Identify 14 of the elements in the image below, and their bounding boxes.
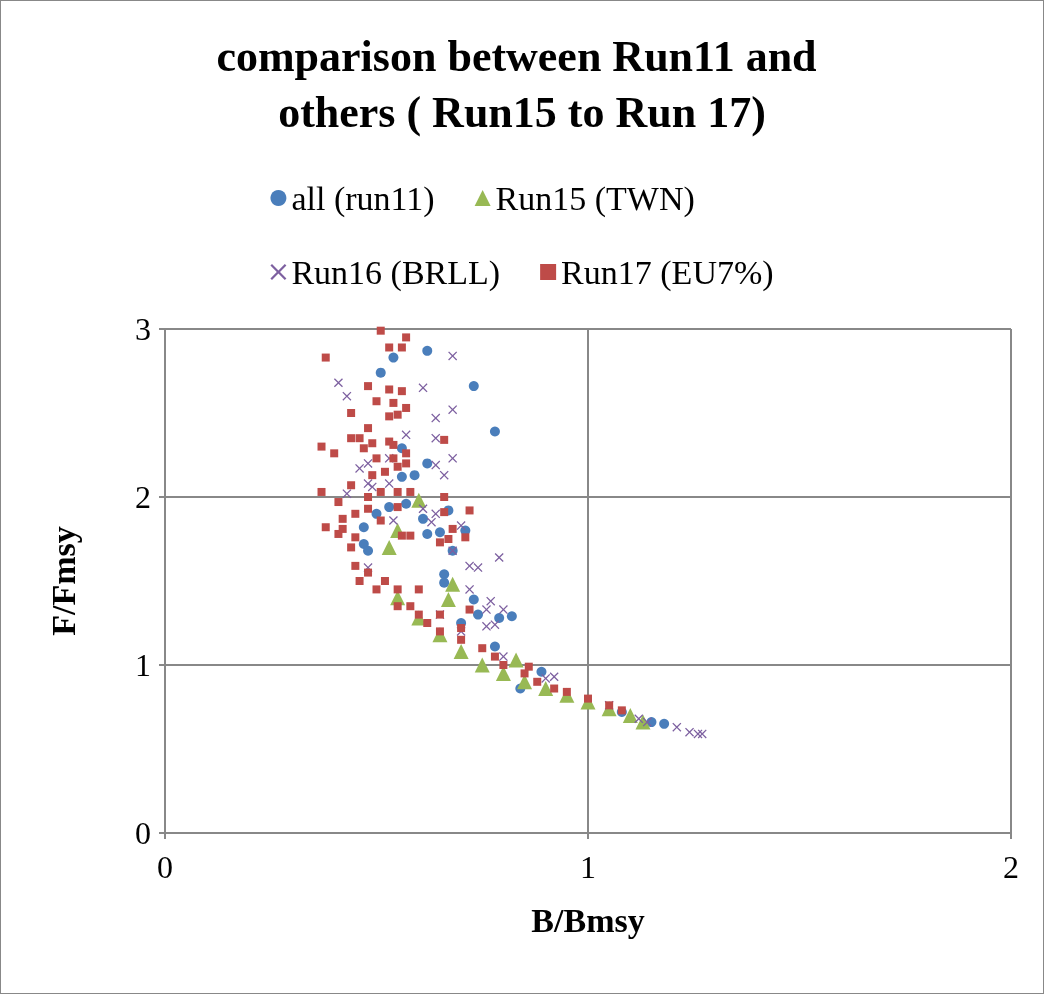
y-tick-label: 1 [135,647,151,683]
chart-title: comparison between Run11 and others ( Run15 to Run 17) [216,31,828,137]
x-tick-label: 2 [1003,849,1019,885]
x-tick-label: 1 [580,849,596,885]
x-axis-title: B/Bmsy [531,901,645,939]
y-tick-label: 2 [135,479,151,515]
y-axis-title: F/Fmsy [44,526,82,636]
legend-label: Run15 (TWN) [495,179,695,218]
legend-label: all (run11) [291,179,435,218]
y-tick-label: 0 [135,815,151,851]
x-tick-label: 0 [157,849,173,885]
legend-label: Run17 (EU7%) [561,253,774,292]
legend-label: Run16 (BRLL) [291,253,501,292]
y-tick-label: 3 [135,311,151,347]
